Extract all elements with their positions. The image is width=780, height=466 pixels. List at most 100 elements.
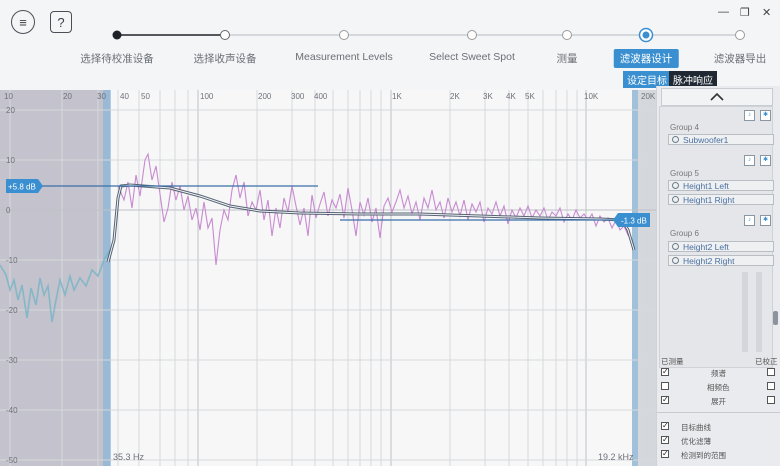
collapse-button[interactable] <box>661 88 773 106</box>
channel-name: Height1 Left <box>683 180 729 191</box>
x-tick: 400 <box>314 92 328 101</box>
frequency-response-graph[interactable]: 10 20 30 40 50 100 200 300 400 1K 2K 3K … <box>0 90 656 466</box>
measured-checkbox[interactable] <box>661 382 669 390</box>
step-select-mic[interactable]: 选择收声设备 <box>193 53 257 65</box>
x-tick: 300 <box>291 92 305 101</box>
radio-icon <box>672 257 679 264</box>
channel-panel: ♪ ✱ Group 4 Subwoofer1 ♪ ✱ Group 5 Heigh… <box>656 86 780 466</box>
radio-icon <box>672 182 679 189</box>
x-tick: 2K <box>450 92 460 101</box>
channel-chip[interactable]: Height2 Right <box>668 255 774 266</box>
x-tick: 10 <box>4 92 13 101</box>
panel-scrollbar[interactable] <box>773 311 778 325</box>
x-tick: 10K <box>584 92 599 101</box>
corrected-checkbox[interactable] <box>767 368 775 376</box>
channel-name: Height1 Right <box>683 194 735 205</box>
minimize-button[interactable]: — <box>718 6 729 18</box>
option-label: 频谱 <box>711 369 726 378</box>
svg-text:-1.3 dB: -1.3 dB <box>621 217 647 226</box>
radio-icon <box>672 243 679 250</box>
channel-name: Subwoofer1 <box>683 134 729 145</box>
tab-set-target[interactable]: 设定目标 <box>623 71 671 88</box>
help-button[interactable]: ? <box>50 11 72 33</box>
speaker-icon[interactable]: ♪ <box>744 215 755 226</box>
y-tick: -50 <box>6 456 18 465</box>
option-label: 相频色 <box>707 383 730 392</box>
settings-icon[interactable]: ✱ <box>760 215 771 226</box>
meter-bar <box>742 272 748 352</box>
measured-checkbox[interactable]: ✓ <box>661 367 669 376</box>
chevron-up-icon <box>710 93 724 101</box>
group-label: Group 4 <box>670 123 699 132</box>
low-freq-trace <box>0 249 111 323</box>
step-sweet-spot[interactable]: Select Sweet Spot <box>429 51 515 63</box>
step-select-device[interactable]: 选择待校准设备 <box>80 53 154 65</box>
step-filter-design[interactable]: 滤波器设计 <box>613 49 679 68</box>
optimized-filter-checkbox[interactable]: ✓ <box>661 435 669 444</box>
corrected-checkbox[interactable] <box>767 382 775 390</box>
channel-name: Height2 Right <box>683 255 735 266</box>
menu-button[interactable]: ≡ <box>11 10 35 34</box>
settings-icon[interactable]: ✱ <box>760 155 771 166</box>
radio-icon <box>672 196 679 203</box>
svg-text:+5.8 dB: +5.8 dB <box>8 183 36 192</box>
step-measure[interactable]: 测量 <box>556 53 578 65</box>
measured-header: 已测量 <box>661 357 684 366</box>
y-tick: -20 <box>6 306 18 315</box>
channel-chip[interactable]: Subwoofer1 <box>668 134 774 145</box>
speaker-icon[interactable]: ♪ <box>744 110 755 121</box>
close-button[interactable]: ✕ <box>762 7 772 19</box>
settings-icon[interactable]: ✱ <box>760 110 771 121</box>
detected-range-checkbox[interactable]: ✓ <box>661 449 669 458</box>
measured-response <box>117 152 633 266</box>
y-tick: 0 <box>6 206 11 215</box>
low-freq-label: 35.3 Hz <box>113 452 145 462</box>
target-curve-checkbox[interactable]: ✓ <box>661 421 669 430</box>
group-label: Group 6 <box>670 229 699 238</box>
x-tick: 50 <box>141 92 150 101</box>
group-label: Group 5 <box>670 169 699 178</box>
help-icon: ? <box>57 14 65 30</box>
option-label: 优化滤薄 <box>681 437 711 446</box>
option-label: 展开 <box>711 397 726 406</box>
x-tick: 4K <box>506 92 516 101</box>
option-label: 目标曲线 <box>681 423 711 432</box>
channel-chip[interactable]: Height2 Left <box>668 241 774 252</box>
step-progress <box>112 27 745 43</box>
corrected-checkbox[interactable] <box>767 396 775 404</box>
group-list[interactable]: ♪ ✱ Group 4 Subwoofer1 ♪ ✱ Group 5 Heigh… <box>659 106 774 368</box>
target-curve-inner <box>107 184 635 263</box>
x-tick: 100 <box>200 92 214 101</box>
speaker-icon[interactable]: ♪ <box>744 155 755 166</box>
x-tick: 200 <box>258 92 272 101</box>
y-tick: 20 <box>6 106 15 115</box>
option-label: 检测到的范围 <box>681 451 726 460</box>
right-gain-marker[interactable]: -1.3 dB <box>613 213 650 227</box>
top-bar: ≡ ? — ❐ ✕ 选择待校准设备 选择收声设备 Measurement Lev… <box>0 0 780 88</box>
x-tick: 1K <box>392 92 402 101</box>
measured-checkbox[interactable]: ✓ <box>661 395 669 404</box>
step-filter-export[interactable]: 滤波器导出 <box>713 53 767 65</box>
x-tick: 20K <box>641 92 656 101</box>
tab-impulse-response[interactable]: 脉冲响应 <box>669 71 717 88</box>
step-measurement-levels[interactable]: Measurement Levels <box>295 51 393 63</box>
y-tick: -10 <box>6 256 18 265</box>
channel-name: Height2 Left <box>683 241 729 252</box>
x-tick: 40 <box>120 92 129 101</box>
x-tick: 20 <box>63 92 72 101</box>
meter-bar <box>756 272 762 352</box>
x-tick: 5K <box>525 92 535 101</box>
restore-button[interactable]: ❐ <box>740 7 750 19</box>
divider <box>657 412 780 413</box>
y-tick: -30 <box>6 356 18 365</box>
y-tick: -40 <box>6 406 18 415</box>
radio-icon <box>672 136 679 143</box>
high-freq-label: 19.2 kHz <box>598 452 634 462</box>
corrected-header: 已校正 <box>755 357 778 366</box>
x-tick: 3K <box>483 92 493 101</box>
x-tick: 30 <box>97 92 106 101</box>
left-gain-marker[interactable]: +5.8 dB <box>6 179 43 193</box>
channel-chip[interactable]: Height1 Right <box>668 194 774 205</box>
channel-chip[interactable]: Height1 Left <box>668 180 774 191</box>
y-tick: 10 <box>6 156 15 165</box>
